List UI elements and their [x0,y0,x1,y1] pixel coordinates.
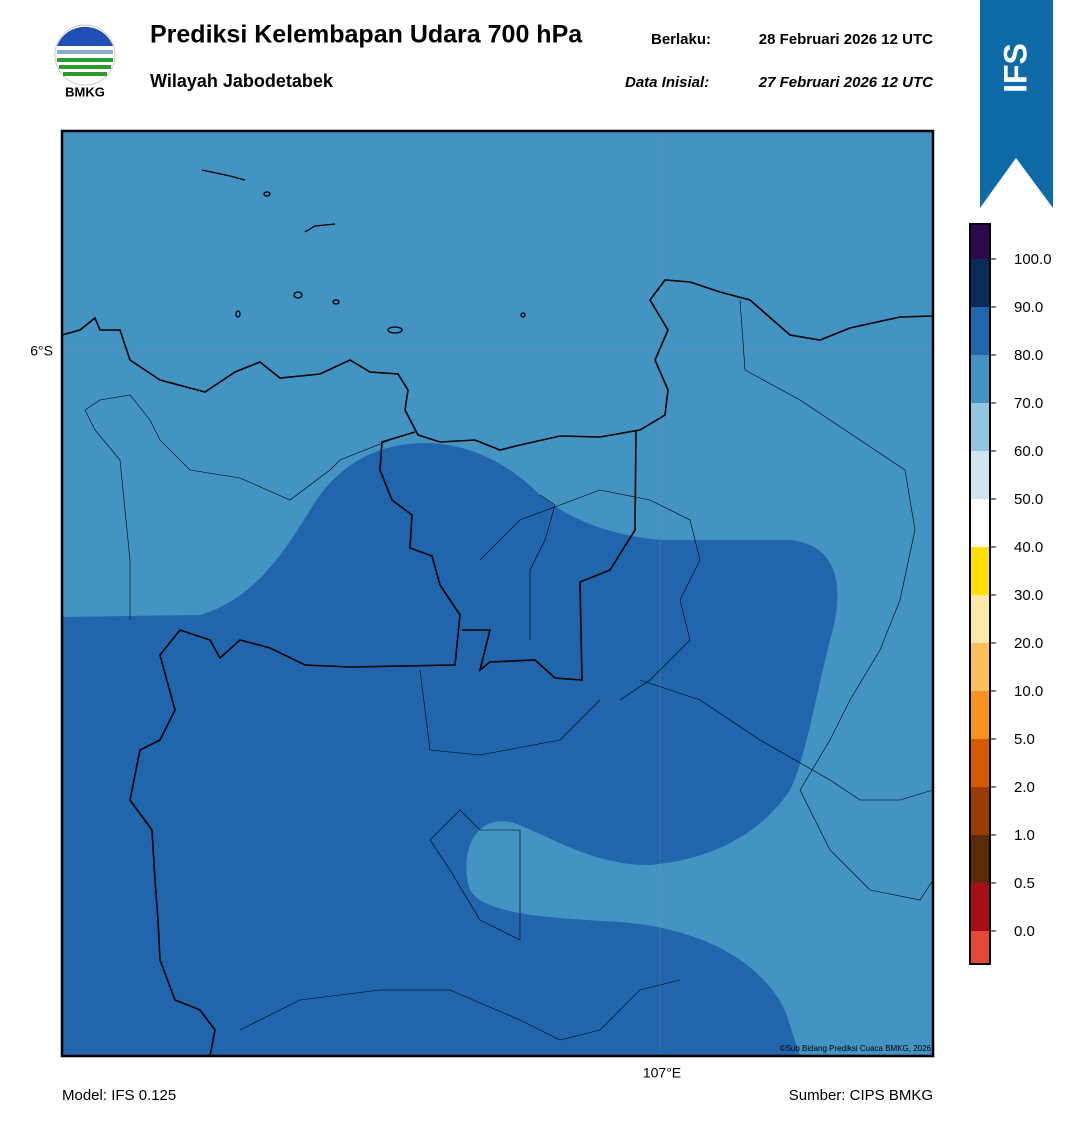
init-label: Data Inisial: [625,74,709,91]
colorbar-segment [970,883,990,931]
colorbar-segment [970,355,990,403]
colorbar-segment [970,307,990,355]
copyright: ©Sub Bidang Prediksi Cuaca BMKG, 2026 [780,1044,932,1053]
colorbar-label: 100.0 [1014,251,1052,268]
colorbar-label: 20.0 [1014,635,1043,652]
colorbar-segment [970,643,990,691]
colorbar-segment [970,403,990,451]
colorbar-label: 5.0 [1014,731,1035,748]
humidity-80-90 [62,442,838,1056]
footer-model: Model: IFS 0.125 [62,1087,176,1104]
subtitle: Wilayah Jabodetabek [150,71,334,91]
colorbar-label: 2.0 [1014,779,1035,796]
colorbar-segment [970,931,990,964]
bmkg-logo: BMKG [54,24,116,99]
colorbar-segment [970,259,990,307]
colorbar-segment [970,499,990,547]
colorbar-segment [970,787,990,835]
colorbar-label: 10.0 [1014,683,1043,700]
title: Prediksi Kelembapan Udara 700 hPa [150,21,583,49]
valid-label: Berlaku: [651,31,711,48]
colorbar-label: 90.0 [1014,299,1043,316]
colorbar-segment [970,451,990,499]
lon-label: 107°E [643,1065,681,1081]
colorbar-label: 0.0 [1014,923,1035,940]
colorbar-frame [969,223,991,965]
colorbar-segment [970,835,990,883]
colorbar-segment [970,739,990,787]
colorbar-label: 30.0 [1014,587,1043,604]
badge-text: IFS [997,43,1033,93]
colorbar-label: 50.0 [1014,491,1043,508]
colorbar-label: 60.0 [1014,443,1043,460]
colorbar-label: 1.0 [1014,827,1035,844]
map [60,129,935,1058]
footer-source: Sumber: CIPS BMKG [789,1087,933,1104]
colorbar-label: 40.0 [1014,539,1043,556]
lat-label: 6°S [30,343,53,359]
ifs-badge [980,0,1053,208]
colorbar-label: 70.0 [1014,395,1043,412]
init-time: 27 Februari 2026 12 UTC [758,74,934,91]
valid-time: 28 Februari 2026 12 UTC [759,31,933,48]
colorbar-segment [970,224,990,259]
colorbar-segment [970,595,990,643]
logo-text: BMKG [65,84,105,99]
colorbar-segment [970,691,990,739]
colorbar-label: 80.0 [1014,347,1043,364]
colorbar-segment [970,547,990,595]
colorbar-label: 0.5 [1014,875,1035,892]
colorbar: 100.0 90.0 80.0 70.0 60.0 50.0 40.0 30.0 20.0 10.… [969,223,1052,965]
